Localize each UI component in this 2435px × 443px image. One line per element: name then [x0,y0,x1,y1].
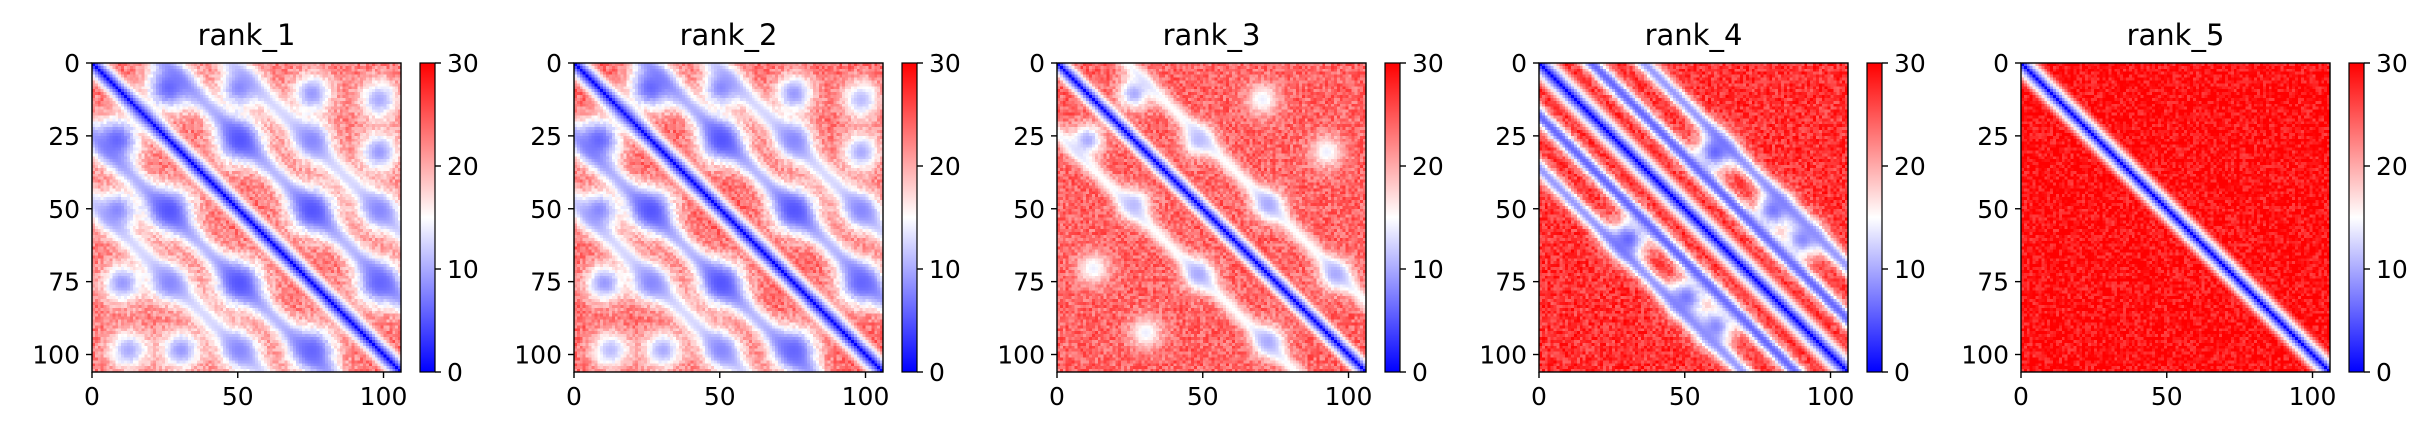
x-tick-label: 100 [1325,382,1373,411]
y-tick-label: 25 [1977,122,2009,151]
y-tick-label: 0 [546,49,562,78]
plot-frame [1056,62,1367,373]
x-tick-label: 50 [2151,382,2183,411]
y-tick-label: 50 [1495,195,1527,224]
y-tick-label: 25 [530,122,562,151]
y-tick-label: 0 [1993,49,2009,78]
x-tick-label: 0 [1531,382,1547,411]
y-tick-label: 100 [1479,341,1527,370]
colorbar-tick-label: 30 [447,49,479,78]
heatmap-image [1057,63,1366,372]
y-tick-label: 100 [997,341,1045,370]
x-tick-label: 100 [842,382,890,411]
y-tick-label: 100 [32,341,80,370]
colorbar-tick-label: 30 [2376,49,2408,78]
x-tick-label: 0 [2013,382,2029,411]
y-tick-label: 75 [1977,268,2009,297]
panel-title: rank_4 [1645,18,1743,52]
heatmap-image [1539,63,1848,372]
y-tick-label: 50 [1977,195,2009,224]
colorbar-tick-label: 0 [2376,358,2392,387]
panel-title: rank_1 [198,18,296,52]
y-tick-label: 75 [48,268,80,297]
x-tick-label: 50 [704,382,736,411]
x-tick-label: 100 [360,382,408,411]
heatmap-image [574,63,883,372]
plot-frame [573,62,884,373]
colorbar-tick-label: 10 [2376,255,2408,284]
y-tick-label: 75 [1013,268,1045,297]
colorbar-tick-label: 20 [447,152,479,181]
heatmap-image [2021,63,2330,372]
y-tick-label: 25 [48,122,80,151]
y-tick-label: 75 [530,268,562,297]
y-tick-label: 25 [1013,122,1045,151]
colorbar-tick-label: 10 [1894,255,1926,284]
colorbar-tick-label: 20 [2376,152,2408,181]
x-tick-label: 50 [1669,382,1701,411]
colorbar [901,62,918,373]
y-tick-label: 25 [1495,122,1527,151]
panel-title: rank_2 [680,18,778,52]
y-tick-label: 75 [1495,268,1527,297]
heatmap-image [92,63,401,372]
colorbar-tick-label: 20 [929,152,961,181]
panel-title: rank_5 [2127,18,2225,52]
y-tick-label: 0 [64,49,80,78]
plot-frame [1538,62,1849,373]
colorbar-tick-label: 0 [1894,358,1910,387]
colorbar-tick-label: 30 [929,49,961,78]
colorbar-tick-label: 10 [929,255,961,284]
colorbar-tick-label: 30 [1894,49,1926,78]
x-tick-label: 0 [84,382,100,411]
colorbar [2348,62,2365,373]
colorbar-tick-label: 20 [1412,152,1444,181]
x-tick-label: 100 [1807,382,1855,411]
colorbar-tick-label: 0 [447,358,463,387]
x-tick-label: 0 [566,382,582,411]
y-tick-label: 50 [530,195,562,224]
y-tick-label: 100 [1961,341,2009,370]
colorbar-tick-label: 0 [929,358,945,387]
y-tick-label: 50 [1013,195,1045,224]
colorbar-tick-label: 20 [1894,152,1926,181]
colorbar-tick-label: 30 [1412,49,1444,78]
x-tick-label: 100 [2289,382,2337,411]
plot-frame [91,62,402,373]
x-tick-label: 50 [1187,382,1219,411]
colorbar-tick-label: 0 [1412,358,1428,387]
y-tick-label: 0 [1511,49,1527,78]
colorbar [1384,62,1401,373]
colorbar [419,62,436,373]
y-tick-label: 0 [1029,49,1045,78]
colorbar [1866,62,1883,373]
colorbar-tick-label: 10 [1412,255,1444,284]
plot-frame [2020,62,2331,373]
y-tick-label: 50 [48,195,80,224]
x-tick-label: 0 [1049,382,1065,411]
x-tick-label: 50 [222,382,254,411]
y-tick-label: 100 [514,341,562,370]
colorbar-tick-label: 10 [447,255,479,284]
panel-title: rank_3 [1163,18,1261,52]
